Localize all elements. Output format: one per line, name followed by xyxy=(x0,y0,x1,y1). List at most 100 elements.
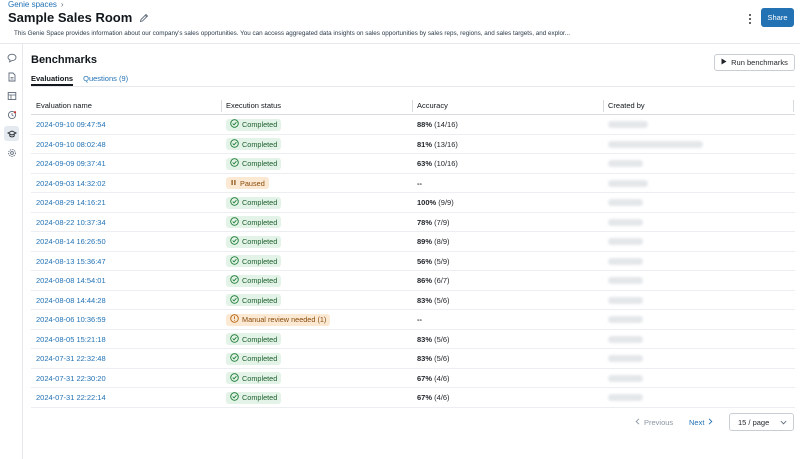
accuracy-value: 88% (14/16) xyxy=(417,120,458,129)
status-label: Completed xyxy=(242,373,278,383)
table-body: 2024-09-10 09:47:54 Completed 88% (14/16) 2… xyxy=(31,115,795,408)
status-badge: Completed xyxy=(226,216,282,228)
status-label: Completed xyxy=(242,334,278,344)
previous-page-button[interactable]: Previous xyxy=(635,418,673,427)
status-badge: Completed xyxy=(226,138,282,150)
next-page-button[interactable]: Next xyxy=(689,418,713,427)
created-by-redacted xyxy=(608,394,643,401)
accuracy-fraction: (10/16) xyxy=(434,159,458,168)
status-label: Completed xyxy=(242,198,278,207)
status-label: Completed xyxy=(242,256,278,266)
more-options-icon[interactable] xyxy=(744,12,756,26)
table-row[interactable]: 2024-08-22 10:37:34 Completed 78% (7/9) xyxy=(31,213,795,232)
table-row[interactable]: 2024-09-09 09:37:41 Completed 63% (10/16) xyxy=(31,154,795,174)
accuracy-value: -- xyxy=(417,179,422,188)
accuracy-percent: -- xyxy=(417,315,422,324)
table-row[interactable]: 2024-09-03 14:32:02 Paused -- xyxy=(31,174,795,193)
accuracy-percent: 83% xyxy=(417,354,433,363)
accuracy-percent: 89% xyxy=(417,237,433,246)
evaluation-name-link[interactable]: 2024-07-31 22:30:20 xyxy=(36,373,106,383)
page-title: Sample Sales Room xyxy=(8,10,133,25)
page-size-value: 15 / page xyxy=(738,417,770,427)
accuracy-percent: 88% xyxy=(417,120,433,129)
created-by-redacted xyxy=(608,238,643,245)
column-header-accuracy[interactable]: Accuracy xyxy=(417,101,448,110)
table-row[interactable]: 2024-09-10 08:02:48 Completed 81% (13/16) xyxy=(31,135,795,154)
tab-questions[interactable]: Questions (9) xyxy=(83,74,129,83)
accuracy-value: 78% (7/9) xyxy=(417,218,450,227)
accuracy-percent: 67% xyxy=(417,373,433,383)
table-icon[interactable] xyxy=(4,88,19,103)
created-by-redacted xyxy=(608,316,643,323)
table-row[interactable]: 2024-08-08 14:44:28 Completed 83% (5/6) xyxy=(31,291,795,310)
status-label: Completed xyxy=(242,120,278,129)
evaluation-name-link[interactable]: 2024-07-31 22:22:14 xyxy=(36,393,106,402)
created-by-redacted xyxy=(608,179,648,187)
table-row[interactable]: 2024-08-14 16:26:50 Completed 89% (8/9) xyxy=(31,232,795,252)
run-benchmarks-label: Run benchmarks xyxy=(731,58,788,67)
table-row[interactable]: 2024-07-31 22:32:48 Completed 83% (5/6) xyxy=(31,349,795,369)
share-button[interactable]: Share xyxy=(761,8,794,27)
chat-icon[interactable] xyxy=(4,50,19,65)
history-icon[interactable] xyxy=(4,107,19,122)
status-label: Completed xyxy=(242,159,278,168)
accuracy-value: -- xyxy=(417,315,422,324)
status-label: Manual review needed (1) xyxy=(242,315,327,324)
accuracy-fraction: (5/6) xyxy=(434,295,450,305)
accuracy-percent: 100% xyxy=(417,198,437,207)
table-row[interactable]: 2024-08-13 15:36:47 Completed 56% (5/9) xyxy=(31,252,795,271)
check-circle-icon xyxy=(230,216,239,228)
table-row[interactable]: 2024-08-29 14:16:21 Completed 100% (9/9) xyxy=(31,193,795,213)
evaluation-name-link[interactable]: 2024-08-14 16:26:50 xyxy=(36,237,106,246)
column-header-name[interactable]: Evaluation name xyxy=(36,101,92,110)
status-badge: Completed xyxy=(226,255,282,267)
status-badge: Completed xyxy=(226,333,282,345)
status-badge: Completed xyxy=(226,235,282,248)
evaluation-name-link[interactable]: 2024-08-06 10:36:59 xyxy=(36,315,106,324)
status-badge: Completed xyxy=(226,196,282,209)
accuracy-value: 83% (5/6) xyxy=(417,354,450,363)
pencil-icon[interactable] xyxy=(138,12,150,24)
warning-circle-icon xyxy=(230,314,239,325)
evaluation-name-link[interactable]: 2024-08-05 15:21:18 xyxy=(36,334,106,344)
page-size-select[interactable]: 15 / page xyxy=(729,413,794,431)
accuracy-fraction: (5/6) xyxy=(434,354,450,363)
tab-evaluations[interactable]: Evaluations xyxy=(31,72,74,86)
evaluation-name-link[interactable]: 2024-08-13 15:36:47 xyxy=(36,256,106,266)
status-label: Completed xyxy=(242,393,278,402)
run-benchmarks-button[interactable]: Run benchmarks xyxy=(714,54,795,71)
accuracy-value: 67% (4/6) xyxy=(417,374,450,383)
column-header-status[interactable]: Execution status xyxy=(226,101,282,110)
table-row[interactable]: 2024-07-31 22:30:20 Completed 67% (4/6) xyxy=(31,369,795,388)
play-icon xyxy=(721,58,727,67)
document-icon[interactable] xyxy=(4,69,19,84)
status-label: Completed xyxy=(242,295,278,305)
pagination: Previous Next 15 / page xyxy=(0,413,800,431)
created-by-redacted xyxy=(608,257,643,265)
benchmark-icon[interactable] xyxy=(4,126,19,141)
accuracy-percent: 83% xyxy=(417,295,433,305)
evaluation-name-link[interactable]: 2024-09-09 09:37:41 xyxy=(36,159,106,168)
chevron-left-icon xyxy=(635,418,640,427)
table-row[interactable]: 2024-09-10 09:47:54 Completed 88% (14/16) xyxy=(31,115,795,135)
evaluation-name-link[interactable]: 2024-07-31 22:32:48 xyxy=(36,354,106,363)
evaluation-name-link[interactable]: 2024-09-10 09:47:54 xyxy=(36,120,106,129)
gear-icon[interactable] xyxy=(4,145,19,160)
column-divider xyxy=(793,100,794,112)
table-row[interactable]: 2024-08-06 10:36:59 Manual review needed … xyxy=(31,310,795,330)
evaluation-name-link[interactable]: 2024-09-03 14:32:02 xyxy=(36,178,106,188)
table-row[interactable]: 2024-07-31 22:22:14 Completed 67% (4/6) xyxy=(31,388,795,408)
evaluation-name-link[interactable]: 2024-08-08 14:54:01 xyxy=(36,276,106,285)
column-header-created-by[interactable]: Created by xyxy=(608,101,645,110)
evaluation-name-link[interactable]: 2024-08-22 10:37:34 xyxy=(36,217,106,227)
tab-bar: Evaluations Questions (9) xyxy=(31,72,138,86)
accuracy-percent: 81% xyxy=(417,139,433,149)
table-row[interactable]: 2024-08-05 15:21:18 Completed 83% (5/6) xyxy=(31,330,795,349)
evaluation-name-link[interactable]: 2024-08-08 14:44:28 xyxy=(36,295,106,305)
evaluation-name-link[interactable]: 2024-08-29 14:16:21 xyxy=(36,198,106,207)
evaluation-name-link[interactable]: 2024-09-10 08:02:48 xyxy=(36,139,106,149)
table-header: Evaluation name Execution status Accurac… xyxy=(31,97,795,115)
breadcrumb-genie-spaces[interactable]: Genie spaces xyxy=(8,0,57,9)
table-row[interactable]: 2024-08-08 14:54:01 Completed 86% (6/7) xyxy=(31,271,795,291)
accuracy-fraction: (5/9) xyxy=(434,256,450,266)
